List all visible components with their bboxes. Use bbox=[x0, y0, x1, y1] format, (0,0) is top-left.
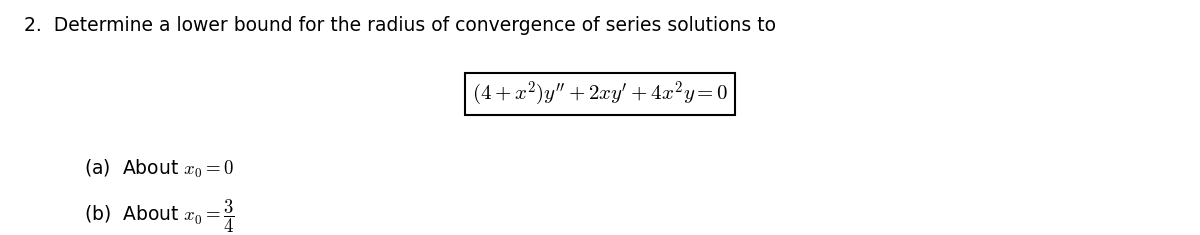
Text: 2.  Determine a lower bound for the radius of convergence of series solutions to: 2. Determine a lower bound for the radiu… bbox=[24, 16, 776, 35]
Text: $(4 + x^2)y'' + 2xy' + 4x^2y = 0$: $(4 + x^2)y'' + 2xy' + 4x^2y = 0$ bbox=[472, 80, 728, 108]
Text: (b)  About $x_0 = \dfrac{3}{4}$: (b) About $x_0 = \dfrac{3}{4}$ bbox=[84, 197, 235, 235]
Text: (a)  About $x_0 = 0$: (a) About $x_0 = 0$ bbox=[84, 158, 234, 180]
